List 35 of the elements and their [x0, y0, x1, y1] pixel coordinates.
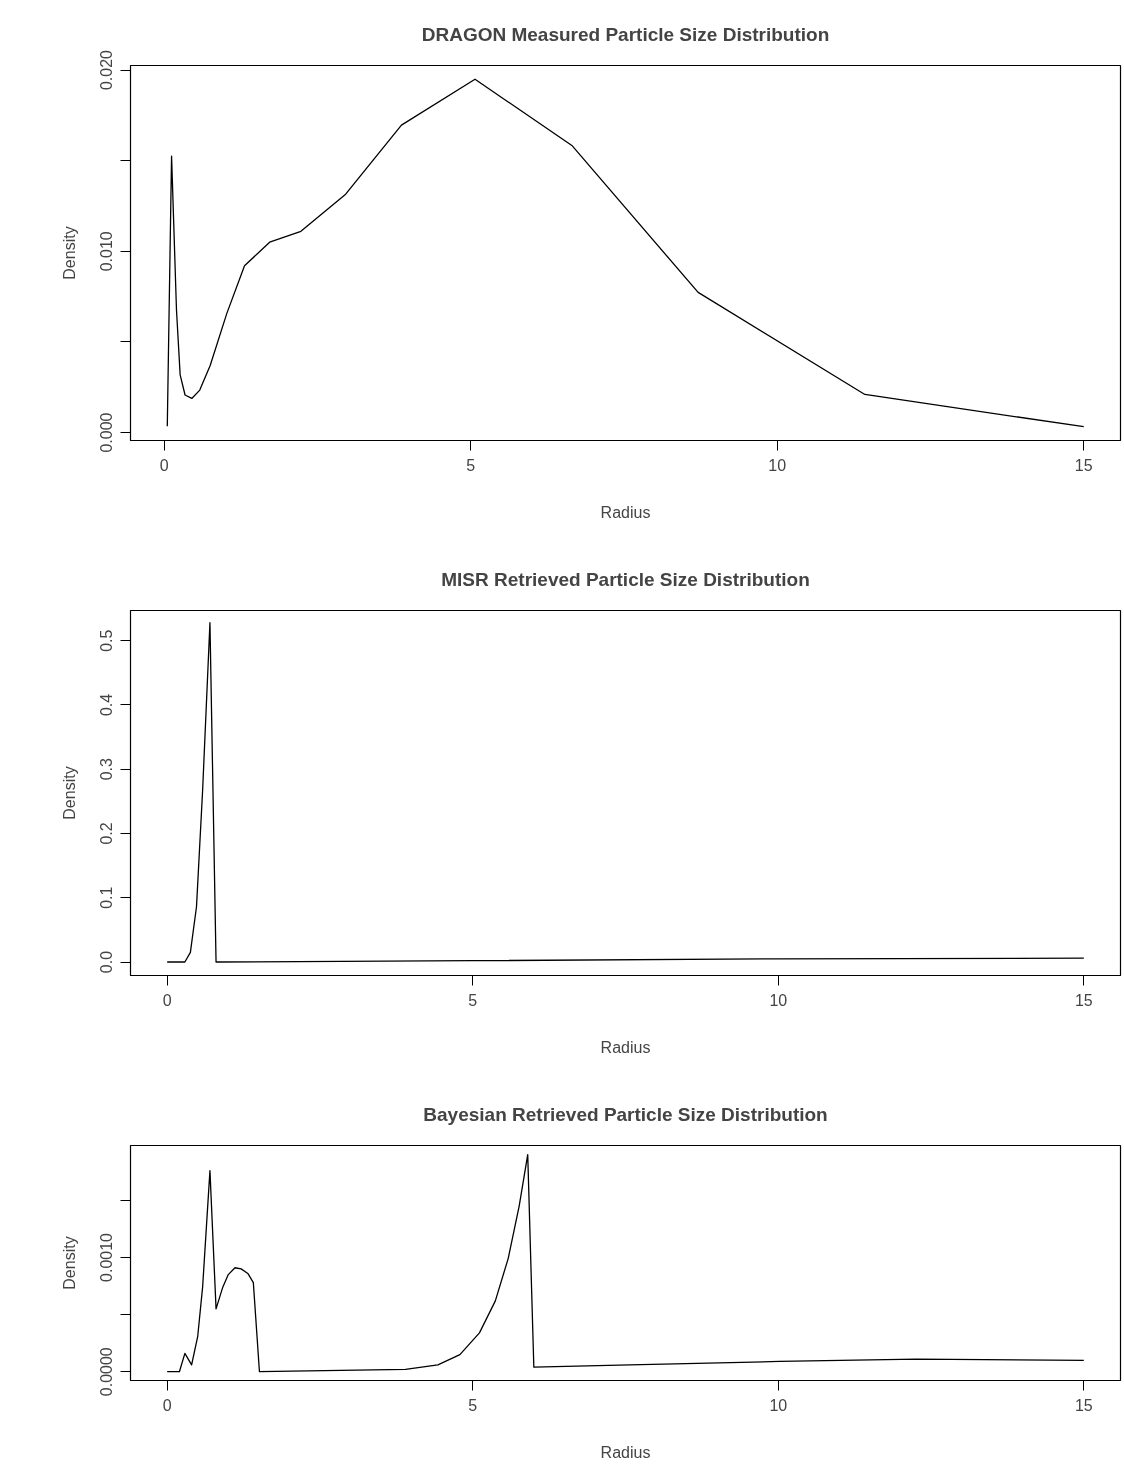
x-tick-label: 10	[768, 456, 787, 474]
chart-title: MISR Retrieved Particle Size Distribution	[441, 568, 810, 590]
y-tick-label: 0.010	[98, 231, 116, 272]
y-tick-label: 0.000	[98, 412, 116, 453]
x-tick-label: 10	[769, 991, 788, 1009]
y-tick-label: 0.4	[98, 693, 116, 717]
x-tick-label: 0	[159, 456, 169, 474]
x-tick-label: 5	[466, 456, 476, 474]
x-axis-title: Radius	[600, 503, 651, 521]
x-tick-label: 5	[468, 1396, 478, 1414]
y-axis-title: Density	[60, 1236, 78, 1290]
y-axis-title: Density	[60, 226, 78, 280]
x-tick-label: 15	[1074, 1396, 1093, 1414]
y-tick-label: 0.0010	[98, 1232, 116, 1282]
y-tick-label: 0.0000	[98, 1347, 116, 1397]
x-axis-title: Radius	[600, 1038, 651, 1056]
x-tick-label: 15	[1074, 456, 1093, 474]
x-tick-label: 15	[1074, 991, 1093, 1009]
y-tick-label: 0.3	[98, 758, 116, 781]
chart-title: DRAGON Measured Particle Size Distribution	[421, 23, 830, 45]
chart-title: Bayesian Retrieved Particle Size Distribution	[423, 1103, 828, 1125]
x-tick-label: 0	[162, 1396, 172, 1414]
x-axis-title: Radius	[600, 1443, 651, 1461]
y-tick-label: 0.1	[98, 886, 116, 909]
y-axis-title: Density	[60, 766, 78, 820]
x-tick-label: 5	[468, 991, 478, 1009]
x-tick-label: 10	[769, 1396, 788, 1414]
y-tick-label: 0.020	[98, 49, 116, 91]
line-series	[166, 622, 1085, 963]
x-tick-label: 0	[162, 991, 172, 1009]
y-tick-label: 0.2	[98, 822, 116, 845]
y-tick-label: 0.0	[98, 950, 116, 974]
line-series	[166, 78, 1085, 428]
line-series	[166, 1153, 1085, 1373]
y-tick-label: 0.5	[98, 629, 116, 652]
